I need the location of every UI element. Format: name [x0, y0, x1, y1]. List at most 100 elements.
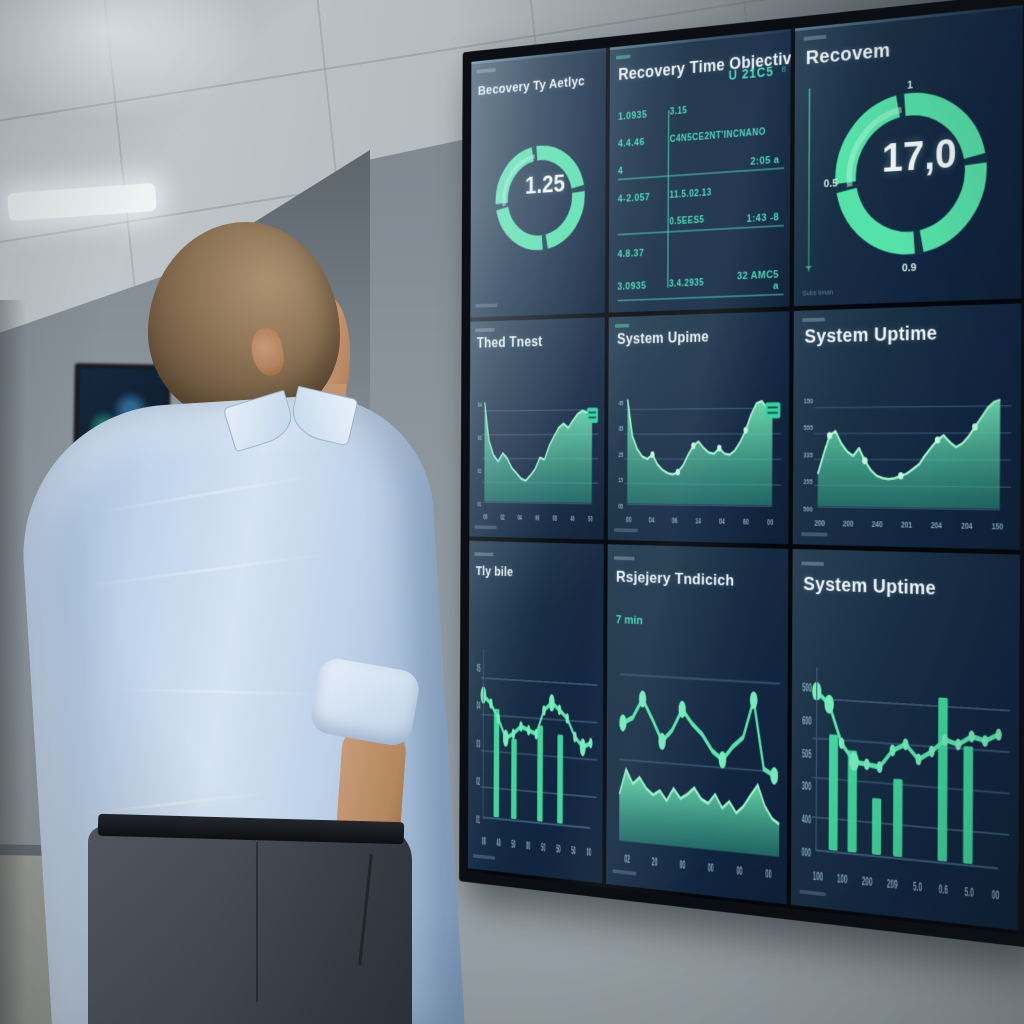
- table-cell: 2:05 a: [750, 153, 780, 168]
- svg-text:02: 02: [625, 853, 631, 867]
- svg-text:201: 201: [901, 520, 912, 530]
- svg-text:555: 555: [804, 425, 814, 433]
- table-cell: C4N5CE2NT'INCNANO: [669, 126, 766, 145]
- svg-text:1: 1: [907, 79, 913, 92]
- svg-text:60: 60: [743, 517, 749, 527]
- table-cell: [736, 247, 784, 249]
- table-cell: 1:43 -8: [746, 211, 780, 225]
- table-row: 4.4.46 C4N5CE2NT'INCNANO: [618, 124, 785, 152]
- table-cell: 3.0935: [617, 280, 647, 293]
- svg-text:05: 05: [477, 662, 481, 674]
- panel-subtitle: 7 min: [615, 612, 643, 628]
- panel-title: Tly bile: [475, 563, 514, 579]
- svg-text:5.0: 5.0: [913, 880, 922, 895]
- svg-text:50: 50: [556, 842, 561, 856]
- small-wall-monitor: [73, 363, 171, 465]
- svg-text:05: 05: [618, 502, 623, 510]
- table-row: 4 2:05 a: [617, 151, 785, 181]
- svg-text:40: 40: [570, 515, 575, 523]
- svg-text:0.5: 0.5: [824, 177, 838, 190]
- table-cell: 3.4.2935: [669, 277, 705, 290]
- svg-text:000: 000: [802, 845, 811, 858]
- svg-text:01: 01: [478, 500, 482, 508]
- svg-text:200: 200: [862, 874, 873, 889]
- dashboard-grid: Becovery Ty Aetlyc 1.25 Recovery Time Ob…: [467, 4, 1023, 935]
- panel-title: System Uptime: [804, 322, 938, 348]
- svg-text:100: 100: [813, 869, 824, 884]
- panel-title: Recovem: [805, 38, 891, 69]
- svg-text:03: 03: [478, 434, 482, 442]
- panel-area-chart-1: Thed Tnest 00 02 04 06 08 40 50 04 03 02 01: [469, 316, 605, 540]
- panel-micro-label: [474, 552, 494, 557]
- svg-text:300: 300: [802, 780, 811, 793]
- line-bar-chart: 100 100 200 209 5.0 0.6 5.0 00 500 600 505 300 400 00…: [802, 642, 1013, 903]
- table-row: 4-2.057 11.5.02.13: [618, 181, 785, 206]
- table-header-mark: 8: [781, 63, 786, 74]
- svg-text:01: 01: [476, 813, 480, 825]
- panel-footer-label: [799, 889, 826, 897]
- svg-text:04: 04: [518, 514, 522, 522]
- svg-text:06: 06: [535, 515, 539, 523]
- panel-micro-label: [803, 34, 827, 42]
- svg-text:08: 08: [553, 515, 557, 523]
- svg-text:25: 25: [619, 451, 624, 459]
- svg-text:50: 50: [541, 841, 546, 855]
- table-cell: [736, 189, 784, 192]
- svg-text:500: 500: [802, 681, 811, 694]
- panel-gauge-left: Becovery Ty Aetlyc 1.25: [470, 47, 606, 318]
- table-header-value: U 21C5: [728, 63, 774, 83]
- svg-text:02: 02: [500, 514, 504, 522]
- panel-footer-label: [473, 853, 496, 860]
- svg-text:00: 00: [483, 514, 487, 522]
- svg-text:45: 45: [619, 400, 624, 408]
- svg-text:00: 00: [737, 865, 743, 879]
- svg-text:150: 150: [804, 398, 814, 406]
- panel-micro-label: [615, 323, 630, 328]
- panel-footer-label: Subs timah: [802, 289, 834, 298]
- svg-text:150: 150: [992, 521, 1003, 532]
- panel-area-chart-2: System Upime 00 04 06 14 04 60 00 45 35 25 15 05: [607, 310, 790, 544]
- svg-text:500: 500: [803, 505, 813, 513]
- svg-text:02: 02: [476, 775, 480, 787]
- table-cell: 4.8.37: [617, 248, 645, 261]
- svg-text:5.0: 5.0: [965, 885, 975, 900]
- dashboard-video-wall: Becovery Ty Aetlyc 1.25 Recovery Time Ob…: [459, 0, 1024, 948]
- table-cell: 4: [617, 165, 624, 177]
- table-cell: 1.0935: [618, 109, 648, 124]
- area-chart: 00 02 04 06 08 40 50 04 03 02 01: [478, 375, 601, 524]
- table-row: 4.8.37: [617, 239, 784, 262]
- panel-micro-label: [801, 561, 824, 566]
- table-cell: [737, 103, 785, 107]
- table-cell: 11.5.02.13: [669, 187, 712, 201]
- panel-micro-label: [475, 328, 495, 333]
- panel-footer-label: [614, 528, 639, 533]
- panel-line-bar-chart-2: System Uptime 100 100 200 209 5.0 0.6 5.0 00 500…: [791, 548, 1021, 931]
- panel-footer-label: [475, 303, 498, 308]
- svg-text:00: 00: [526, 839, 531, 853]
- svg-text:20: 20: [652, 856, 658, 870]
- table-cell: 4.4.46: [617, 136, 645, 150]
- panel-recovery-time-objective: Recovery Time Objective U 21C5 8 1.0935 3…: [608, 28, 791, 313]
- svg-text:00: 00: [680, 859, 686, 873]
- table-row: 1.0935 3.15: [618, 96, 785, 125]
- svg-text:04: 04: [478, 401, 482, 409]
- svg-text:50: 50: [588, 516, 593, 524]
- svg-text:35: 35: [619, 425, 624, 433]
- svg-text:00: 00: [708, 862, 714, 876]
- table-cell: [663, 249, 736, 253]
- svg-text:0.9: 0.9: [902, 262, 917, 275]
- svg-text:255: 255: [803, 478, 813, 486]
- panel-footer-label: [474, 525, 497, 530]
- line-bar-chart: 00 40 50 00 50 50 50 00 05 04 03 02 01: [476, 626, 599, 859]
- panel-micro-label: [616, 54, 631, 60]
- svg-text:40: 40: [497, 836, 501, 849]
- svg-text:02: 02: [478, 467, 482, 475]
- panel-title: System Uptime: [803, 573, 937, 600]
- svg-text:04: 04: [719, 516, 725, 526]
- svg-text:209: 209: [887, 877, 898, 892]
- gauge-axis-line: [808, 88, 811, 272]
- panel-title: Becovery Ty Aetlyc: [477, 73, 585, 99]
- svg-text:204: 204: [961, 521, 973, 532]
- area-chart: 00 04 06 14 04 60 00 45 35 25 15 05: [618, 371, 783, 527]
